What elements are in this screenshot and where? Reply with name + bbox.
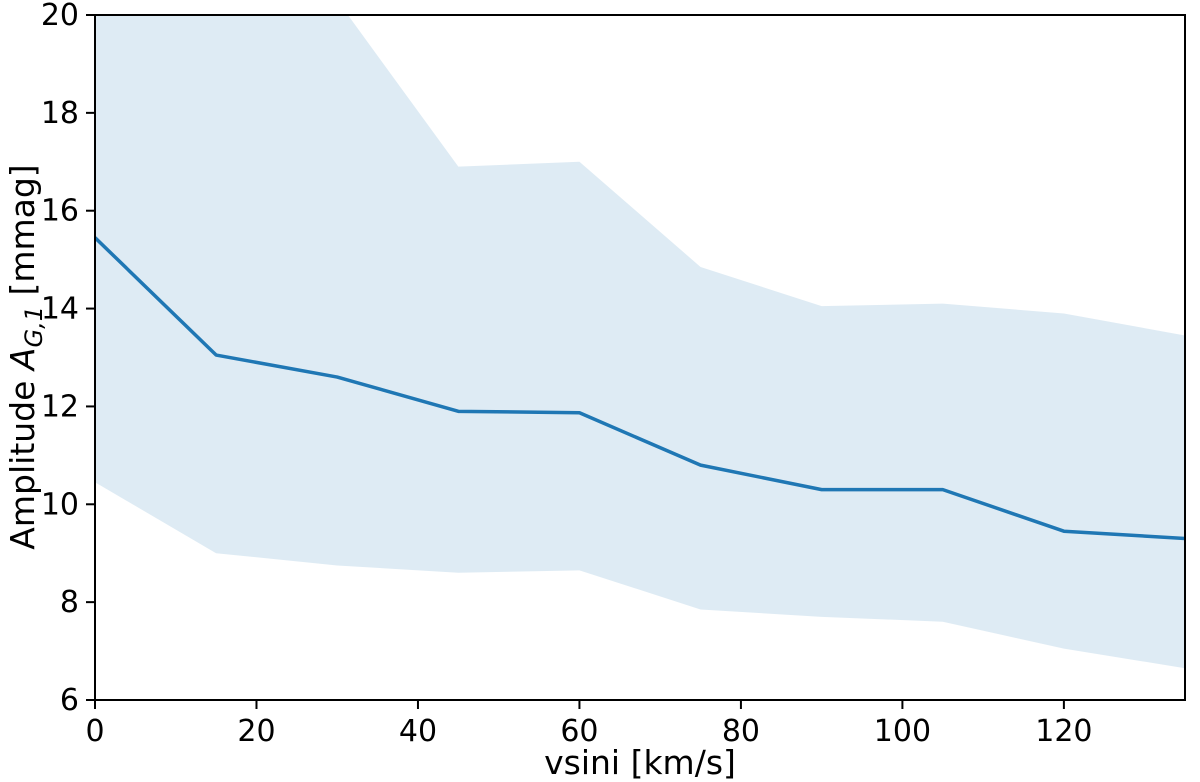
y-tick-label: 8 bbox=[60, 585, 79, 620]
x-ticks: 0 20 40 60 80 100 120 bbox=[85, 700, 1093, 749]
confidence-band bbox=[95, 15, 1185, 669]
y-tick-label: 10 bbox=[41, 487, 79, 522]
x-axis-label: vsini [km/s] bbox=[544, 743, 736, 782]
y-ticks: 6 8 10 12 14 16 18 20 bbox=[41, 0, 95, 718]
y-tick-label: 18 bbox=[41, 96, 79, 131]
y-tick-label: 20 bbox=[41, 0, 79, 33]
x-tick-label: 20 bbox=[237, 714, 275, 749]
axes-spines bbox=[94, 14, 1186, 701]
x-tick-label: 100 bbox=[874, 714, 931, 749]
median-line bbox=[95, 236, 1185, 541]
x-tick-label: 120 bbox=[1035, 714, 1092, 749]
y-tick-label: 14 bbox=[41, 292, 79, 327]
plot-box bbox=[94, 14, 1186, 701]
y-tick-label: 6 bbox=[60, 683, 79, 718]
y-axis-label-symbol: A bbox=[3, 348, 42, 373]
y-tick-label: 16 bbox=[41, 194, 79, 229]
x-tick-label: 0 bbox=[85, 714, 104, 749]
confidence-band-area bbox=[95, 15, 1185, 669]
x-tick-label: 80 bbox=[722, 714, 760, 749]
x-tick-label: 60 bbox=[560, 714, 598, 749]
y-axis-label-suffix: [mmag] bbox=[3, 164, 42, 306]
y-tick-label: 12 bbox=[41, 389, 79, 424]
y-axis-label-prefix: Amplitude bbox=[3, 370, 42, 550]
y-axis-label: Amplitude AG,1 [mmag] bbox=[3, 164, 48, 549]
y-axis-label-subscript: G,1 bbox=[20, 306, 48, 348]
x-tick-label: 40 bbox=[399, 714, 437, 749]
median-line-path bbox=[95, 236, 1185, 541]
